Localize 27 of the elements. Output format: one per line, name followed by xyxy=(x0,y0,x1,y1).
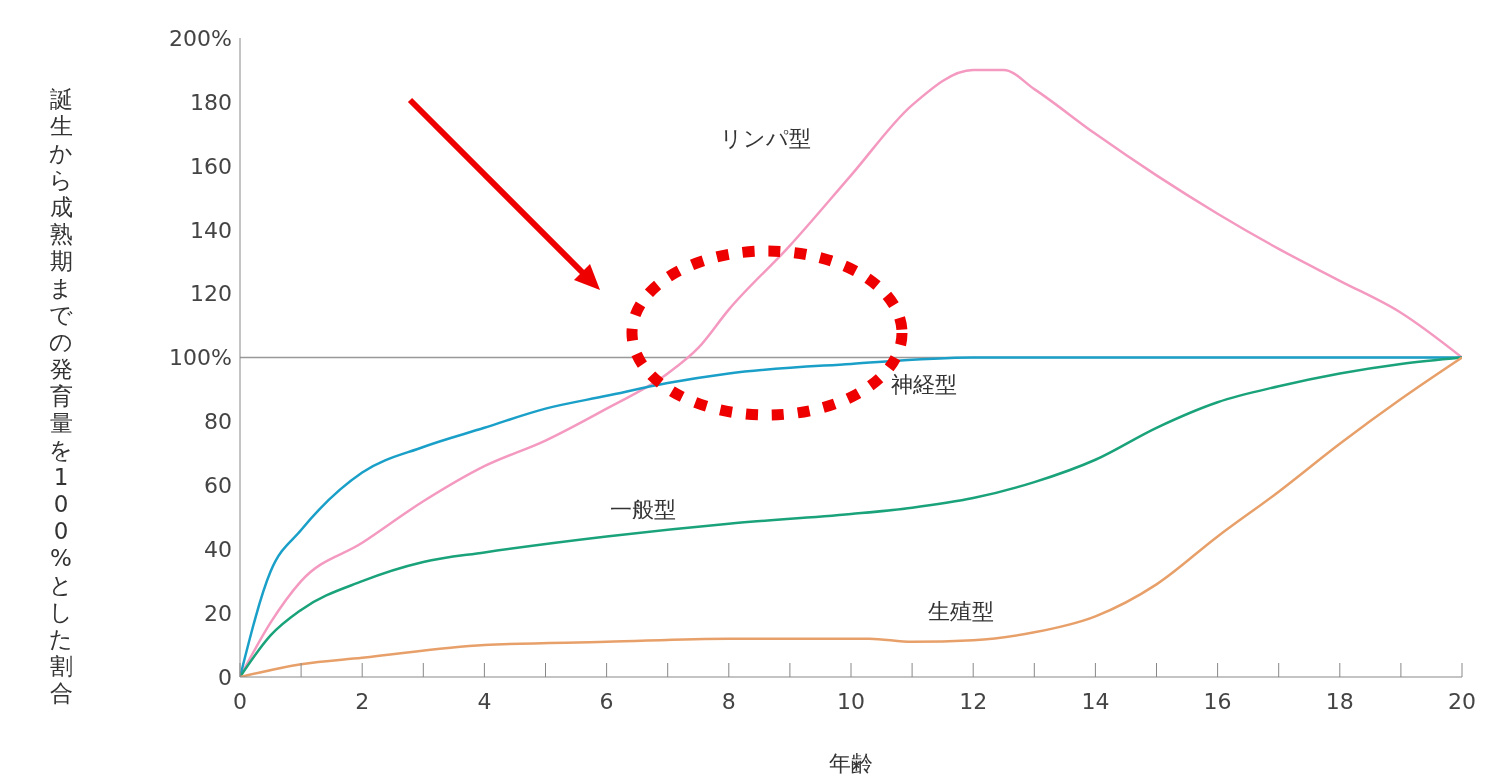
y-tick-label: 180 xyxy=(190,89,232,115)
y-tick-label: 60 xyxy=(204,473,232,499)
y-tick-label: 200% xyxy=(169,25,232,51)
y-tick-label: 80 xyxy=(204,409,232,435)
y-tick-label: 120 xyxy=(190,281,232,307)
x-tick-label: 2 xyxy=(355,688,370,714)
text: リンパ型 xyxy=(719,126,811,152)
text: 誕生から成熟期までの発育量を100%とした割合 xyxy=(49,86,73,706)
x-tick-label: 12 xyxy=(959,688,988,714)
x-tick-label: 8 xyxy=(721,688,736,714)
x-tick-label: 4 xyxy=(477,688,492,714)
y-tick-label: 40 xyxy=(204,537,232,563)
x-axis-title: 年齢 xyxy=(829,751,873,775)
x-tick-label: 18 xyxy=(1325,688,1354,714)
y-tick-label: 140 xyxy=(190,217,232,243)
x-tick-label: 16 xyxy=(1203,688,1232,714)
x-tick-label: 14 xyxy=(1081,688,1110,714)
series-label: 生殖型 xyxy=(927,599,994,625)
y-tick-label: 20 xyxy=(204,600,232,626)
y-tick-label: 0 xyxy=(218,664,232,690)
series-label: 神経型 xyxy=(891,372,958,398)
x-tick-label: 20 xyxy=(1448,688,1476,714)
x-tick-label: 6 xyxy=(599,688,614,714)
x-tick-label: 10 xyxy=(837,688,865,714)
y-tick-label: 100% xyxy=(169,345,232,371)
y-tick-label: 160 xyxy=(190,153,232,179)
series-label: 一般型 xyxy=(610,496,677,522)
